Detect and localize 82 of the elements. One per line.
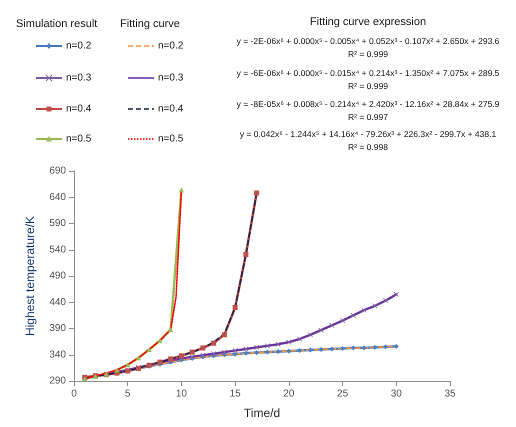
y-tick-label: 440 [49, 296, 66, 308]
y-tick-label: 290 [49, 376, 66, 386]
legend-label: n=0.3 [66, 72, 92, 84]
text: R² = 0.997 [348, 112, 388, 122]
point [276, 349, 281, 354]
x-axis-title: Time/d [244, 406, 280, 420]
legend-label: n=0.4 [158, 104, 184, 114]
point [232, 348, 238, 354]
point [318, 347, 324, 352]
point [222, 350, 227, 355]
point [318, 328, 324, 333]
point [254, 190, 260, 196]
point [157, 338, 162, 344]
legend-label: n=0.4 [66, 104, 92, 114]
text: y = 0.042x⁶ - 1.244x⁵ + 14.16x⁴ - 79.26x³ + 226.3x² - 299.7x + 438.1 [240, 129, 496, 139]
y-tick-label: 490 [49, 270, 66, 282]
x-tick-label: 0 [71, 388, 78, 400]
point [178, 353, 184, 358]
point [136, 355, 141, 360]
point [232, 305, 238, 310]
point [383, 344, 388, 350]
legend-label: n=0.5 [158, 134, 184, 144]
x-tick-label: 25 [337, 388, 349, 400]
point [168, 327, 174, 332]
point [243, 346, 248, 352]
point [350, 312, 356, 318]
point [329, 346, 334, 352]
point [264, 343, 270, 348]
point [276, 342, 281, 347]
point [362, 345, 367, 350]
legend-label: n=0.3 [158, 72, 184, 84]
text: Fitting curve expression [310, 16, 426, 28]
point [394, 344, 399, 349]
point [114, 367, 120, 372]
point [286, 348, 292, 354]
text: R² = 0.998 [348, 142, 388, 152]
x-tick-label: 10 [176, 388, 188, 400]
text: y = -2E-06x⁶ + 0.000x⁵ - 0.005x⁴ + 0.052x³ - 0.107x² + 2.650x + 293.6 [236, 36, 500, 46]
text: Fitting curve [120, 18, 180, 30]
point [329, 322, 334, 328]
point [372, 303, 378, 308]
point [146, 347, 152, 352]
point [243, 252, 248, 257]
legend-label: n=0.5 [66, 134, 92, 144]
x-tick-label: 20 [283, 388, 295, 400]
point [383, 298, 388, 304]
y-tick-label: 340 [49, 349, 66, 360]
text: R² = 0.999 [348, 49, 388, 59]
x-tick-label: 30 [390, 388, 402, 400]
point [254, 350, 260, 356]
y-tick-label: 690 [49, 166, 66, 176]
legend-label: n=0.2 [66, 40, 92, 52]
point [394, 292, 399, 297]
point [297, 348, 302, 354]
x-tick-label: 35 [444, 388, 456, 400]
y-tick-label: 640 [49, 192, 66, 203]
point [200, 345, 206, 350]
text: y = -8E-05x⁶ + 0.008x⁵ - 0.214x⁴ + 2.420x³ - 12.16x² + 28.84x + 275.9 [236, 99, 500, 109]
point [125, 362, 130, 368]
point [254, 344, 260, 350]
y-axis-title: Highest temperature/K [23, 216, 37, 336]
x-tick-label: 5 [124, 388, 131, 400]
point [350, 345, 356, 350]
y-tick-label: 540 [49, 244, 66, 256]
point [340, 318, 346, 324]
y-tick-label: 590 [49, 218, 66, 229]
legend-title: Simulation result [16, 18, 98, 30]
point [362, 308, 367, 313]
point [297, 336, 302, 342]
y-tick-label: 390 [49, 323, 66, 334]
point [308, 348, 313, 353]
x-tick-label: 15 [230, 388, 242, 400]
point [190, 350, 195, 355]
point [286, 340, 292, 345]
point [243, 350, 248, 356]
point [222, 332, 227, 338]
point [308, 332, 313, 338]
point [211, 340, 216, 346]
legend-label: n=0.2 [158, 40, 184, 52]
text: R² = 0.999 [348, 81, 388, 91]
text: y = -6E-06x⁶ + 0.000x⁵ - 0.015x⁴ + 0.214x³ - 1.350x² + 7.075x + 289.5 [236, 68, 500, 78]
point [178, 187, 184, 192]
